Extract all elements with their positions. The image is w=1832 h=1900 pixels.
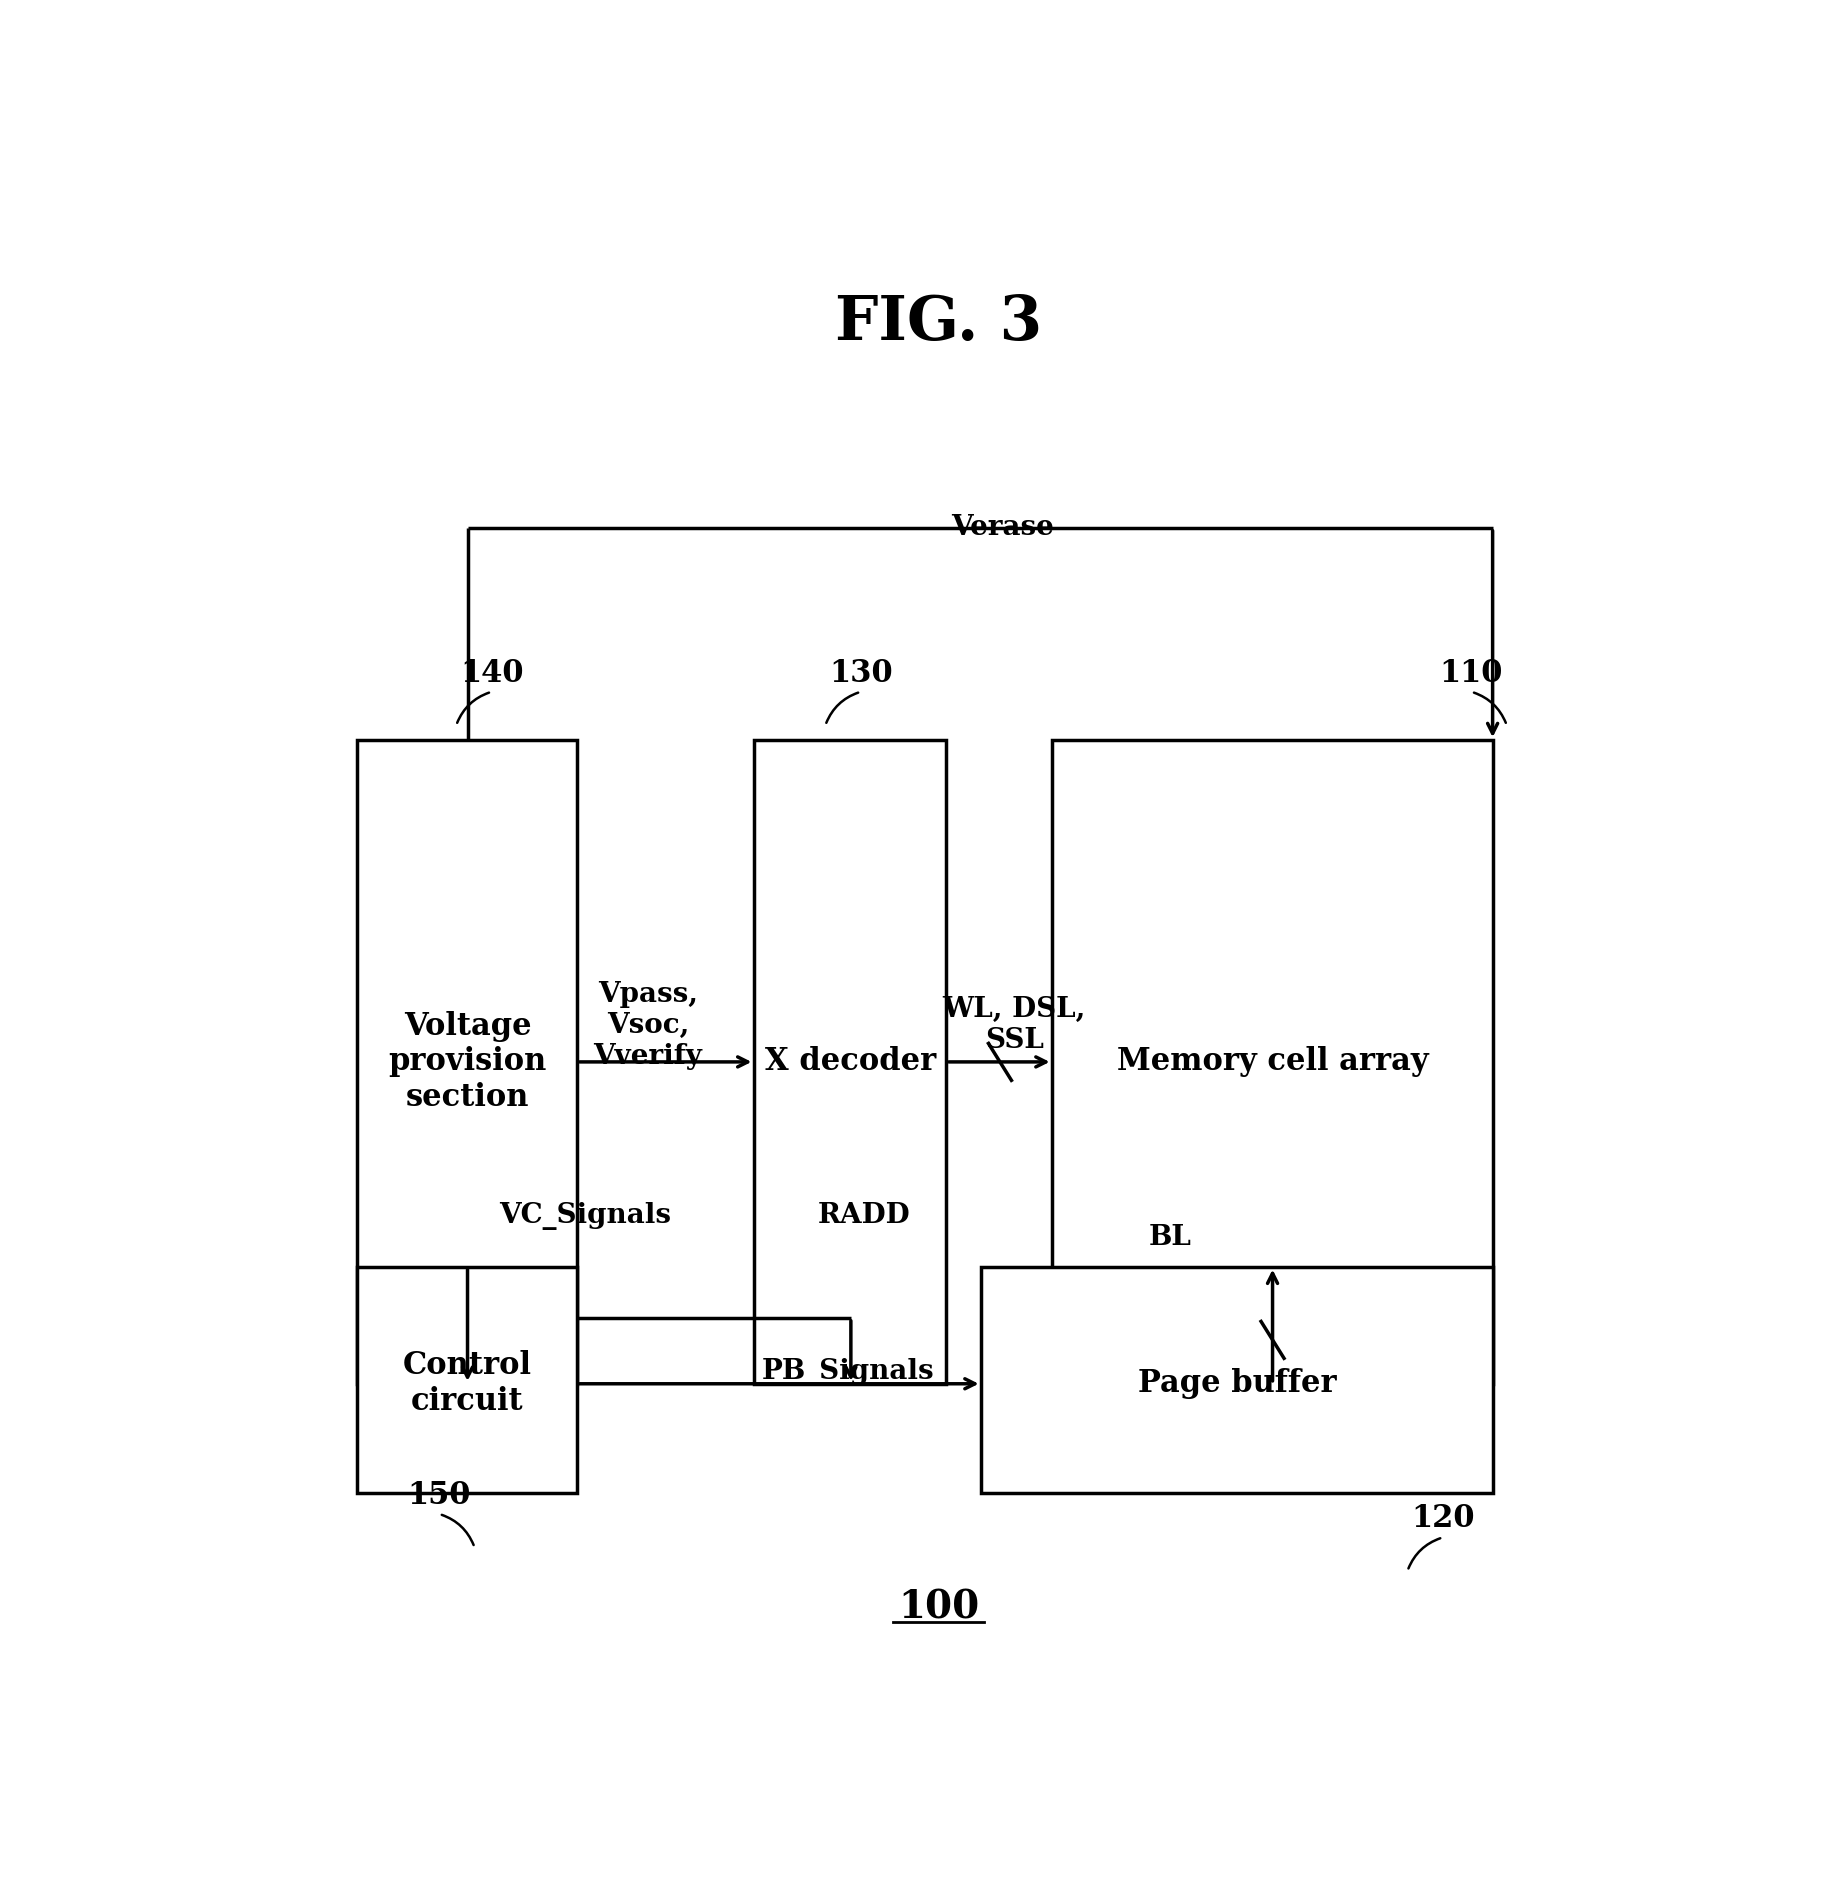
Text: Voltage
provision
section: Voltage provision section (388, 1011, 546, 1113)
Text: 100: 100 (898, 1588, 980, 1626)
Text: 110: 110 (1440, 657, 1502, 690)
Text: Memory cell array: Memory cell array (1118, 1047, 1429, 1077)
Text: PB_Signals: PB_Signals (762, 1358, 934, 1387)
Bar (1052, 739, 1493, 1383)
Text: WL, DSL,
SSL: WL, DSL, SSL (942, 996, 1086, 1054)
Text: BL: BL (1149, 1224, 1193, 1250)
Text: VC_Signals: VC_Signals (498, 1201, 671, 1229)
Text: FIG. 3: FIG. 3 (835, 293, 1042, 353)
Bar (755, 739, 945, 1383)
Text: 150: 150 (407, 1480, 471, 1511)
Text: Verase: Verase (951, 515, 1053, 542)
Text: 130: 130 (830, 657, 892, 690)
Text: RADD: RADD (819, 1203, 911, 1229)
Text: X decoder: X decoder (766, 1047, 936, 1077)
Text: 120: 120 (1411, 1503, 1475, 1535)
Text: 140: 140 (460, 657, 524, 690)
Text: Vpass,
Vsoc,
Vverify: Vpass, Vsoc, Vverify (594, 980, 702, 1070)
Bar (357, 1267, 577, 1493)
Text: Control
circuit: Control circuit (403, 1351, 531, 1417)
Bar (357, 739, 577, 1383)
Bar (982, 1267, 1493, 1493)
Text: Page buffer: Page buffer (1138, 1368, 1336, 1398)
